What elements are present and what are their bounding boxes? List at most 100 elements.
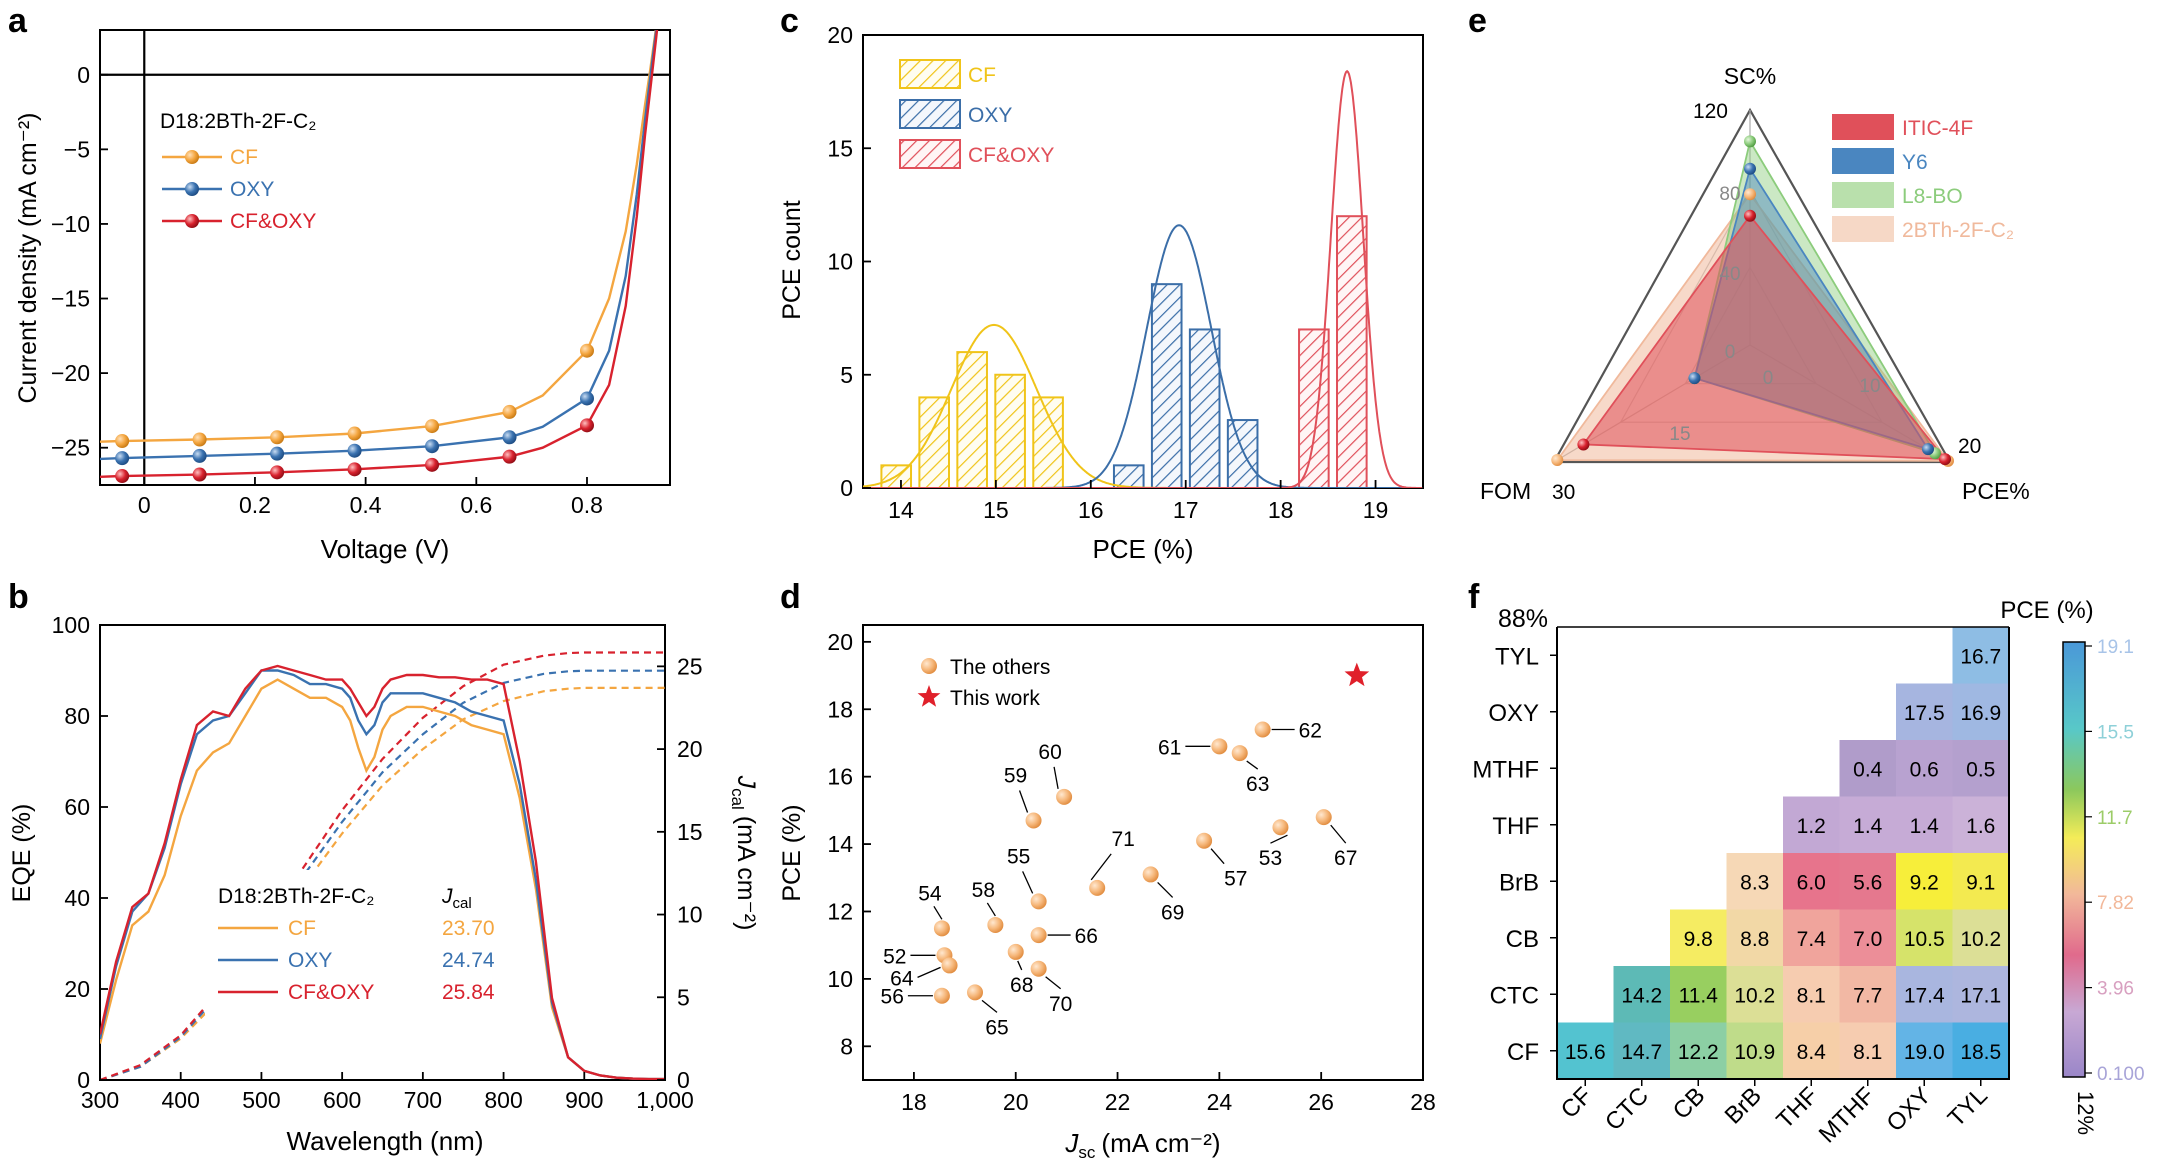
radar-area-0 [1581, 214, 1947, 461]
heatmap-cell-value: 19.0 [1904, 1041, 1945, 1064]
jcal-line-0 [100, 686, 665, 1080]
legend-swatch [899, 139, 961, 169]
point-label: 54 [918, 882, 942, 905]
panel-b-xlabel: Wavelength (nm) [287, 1126, 484, 1156]
point-label: 67 [1334, 847, 1357, 870]
heatmap-border [1556, 627, 2010, 1080]
heatmap-cell [1670, 909, 1727, 967]
point-label: 56 [881, 986, 904, 1009]
hist-bar-2-0 [1298, 328, 1330, 488]
xtick-label: 700 [404, 1087, 442, 1113]
point-leader [1330, 824, 1347, 844]
jv-marker-1-4 [425, 439, 440, 454]
jv-marker-2-2 [270, 465, 285, 480]
heatmap-cell [1783, 966, 1840, 1023]
jv-marker-2-0 [115, 469, 130, 484]
heatmap-cell-value: 15.6 [1565, 1041, 1606, 1064]
scatter-point-53 [1272, 819, 1289, 836]
heatmap-cell [1896, 740, 1953, 797]
jv-marker-0-3 [347, 426, 362, 441]
heatmap-cell [1952, 909, 2010, 967]
hist-bar-0-4 [1032, 396, 1064, 488]
legend-this-marker [917, 685, 941, 707]
hist-bar-0-3 [994, 373, 1026, 488]
panel-d-xlabel-sub: sc [1078, 1143, 1096, 1162]
radar-grid-label: 0 [1725, 342, 1736, 363]
jv-marker-1-2 [270, 446, 285, 461]
panel-f-heatmap: TYL 16.7 OXY 17.5 16.9 MTHF 0.4 0.6 0.5 THF 1.2 1.4… [1472, 597, 2144, 1148]
panel-d-ylabel: PCE (%) [778, 804, 806, 901]
jv-marker-0-4 [425, 419, 440, 434]
heatmap-cell-value: 10.2 [1734, 984, 1775, 1007]
point-leader [1053, 766, 1059, 790]
point-leader [1017, 960, 1023, 971]
ytick-label: 10 [827, 249, 853, 275]
panel-b-y2label-sub: cal [728, 788, 747, 810]
heatmap-cell-value: 0.4 [1853, 758, 1883, 781]
panel-b-frame [99, 624, 666, 1081]
point-label: 53 [1259, 847, 1282, 870]
heatmap-col-label: OXY [1882, 1082, 1937, 1137]
heatmap-row-label: THF [1492, 813, 1539, 840]
hist-bar-2-1 [1336, 215, 1368, 488]
heatmap-cell-value: 10.9 [1734, 1041, 1775, 1064]
heatmap-cell [1557, 1022, 1614, 1080]
heatmap-cell [1726, 966, 1784, 1023]
heatmap-cell [1896, 683, 1953, 741]
heatmap-cell-value: 14.2 [1621, 984, 1662, 1007]
heatmap-row-label: CF [1507, 1039, 1539, 1066]
heatmap-cell-value: 7.7 [1853, 984, 1882, 1007]
heatmap-cell [1726, 909, 1784, 967]
panel-a-jv-curves: 0 0.2 0.4 0.6 0.8 0 −5 −10 −15 −20 −25 Current den… [14, 29, 671, 564]
jv-marker-2-6 [579, 418, 594, 433]
panel-d-scatter: 52 53 54 55 56 57 58 59 60 61 62 63 64 65 66 67 68 69 70 71… [778, 624, 1436, 1162]
scatter-point-70 [1030, 960, 1047, 977]
point-leader [917, 966, 941, 979]
heatmap-cell [1839, 740, 1897, 797]
heatmap-cell-value: 7.0 [1853, 928, 1882, 951]
panel-d-xlabel-j: J [1064, 1128, 1079, 1158]
point-label: 64 [890, 967, 914, 990]
jv-marker-1-0 [115, 451, 130, 466]
point-label: 62 [1299, 719, 1322, 742]
heatmap-cell [1726, 853, 1784, 910]
panel-c-histogram: 14 15 16 17 18 19 0 5 10 15 20 PCE count PCE (%) C… [778, 22, 1424, 564]
heatmap-cell-value: 7.4 [1797, 928, 1827, 951]
xtick-label: 15 [983, 497, 1009, 523]
panel-b-jcal-header: Jcal [441, 885, 472, 912]
radar-grid-label: 40 [1719, 264, 1740, 285]
heatmap-cell-value: 9.8 [1684, 928, 1713, 951]
scatter-point-54 [933, 920, 950, 937]
ytick-label: 10 [827, 966, 853, 992]
ytick-label: 0 [77, 1067, 90, 1093]
heatmap-col-label: TYL [1943, 1082, 1993, 1132]
ytick-label: −10 [51, 211, 90, 237]
heatmap-cell-value: 1.4 [1910, 815, 1940, 838]
xtick-label: 19 [1363, 497, 1389, 523]
legend-others-label: The others [950, 656, 1050, 679]
hist-bar-1-1 [1150, 283, 1183, 488]
radar-max-pce: 20 [1958, 435, 1981, 458]
heatmap-cell-value: 1.2 [1797, 815, 1826, 838]
panel-a-ylabel: Current density (mA cm⁻²) [14, 112, 42, 403]
gauss-fit-2 [863, 69, 1423, 488]
xtick-label: 16 [1078, 497, 1104, 523]
scatter-point-63 [1231, 745, 1248, 762]
xtick-label: 300 [81, 1087, 119, 1113]
legend-label: CF [230, 146, 258, 169]
heatmap-cell-value: 10.5 [1904, 928, 1945, 951]
heatmap-col-label: BrB [1720, 1082, 1767, 1129]
panel-d-xlabel-unit: (mA cm⁻²) [1101, 1128, 1220, 1158]
radar-point-0-1 [1577, 438, 1590, 451]
radar-grid-label: 80 [1719, 184, 1740, 205]
jv-line-2 [100, 30, 659, 478]
ytick-label: 16 [827, 764, 853, 790]
heatmap-cell-value: 17.1 [1960, 984, 2001, 1007]
scatter-point-62 [1254, 721, 1271, 738]
jv-marker-2-3 [347, 462, 362, 477]
panel-f-colorbar-title: PCE (%) [2000, 597, 2093, 624]
heatmap-cell-value: 8.1 [1797, 984, 1826, 1007]
hist-bar-1-3 [1226, 419, 1259, 488]
point-leader [1246, 760, 1259, 770]
heatmap-cell-value: 6.0 [1797, 871, 1826, 894]
